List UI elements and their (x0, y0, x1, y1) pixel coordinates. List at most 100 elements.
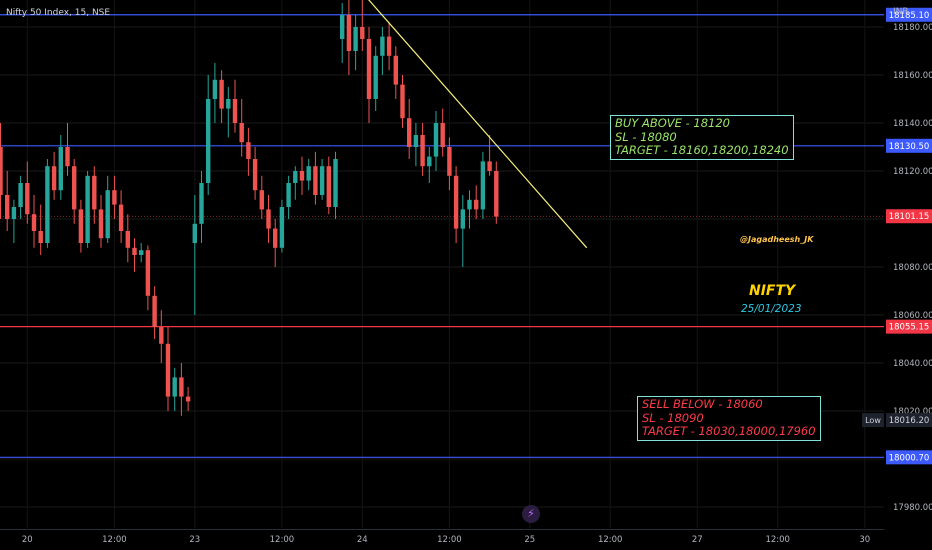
candle-body (105, 190, 110, 239)
x-tick-label: 23 (189, 535, 200, 545)
level-price-label: 18055.15 (889, 323, 930, 333)
candle-body (447, 147, 452, 176)
candle-body (25, 183, 30, 215)
candle-body (380, 36, 385, 56)
candle-body (427, 156, 432, 167)
candle-body (259, 190, 264, 210)
candle-body (239, 123, 244, 143)
candle-body (480, 161, 486, 210)
candle-body (172, 377, 177, 397)
candle-body (5, 195, 10, 219)
time-axis[interactable]: 20 12:00 23 12:00 24 12:00 25 12:00 27 12:00 30 (0, 529, 884, 546)
buy-above-text: BUY ABOVE - 18120 (615, 116, 730, 130)
x-tick-label: 24 (357, 535, 368, 545)
candle-body (306, 166, 311, 181)
candle-body (65, 147, 70, 167)
candle-body (494, 171, 499, 217)
candle-body (246, 142, 251, 159)
candle-body (206, 99, 211, 183)
candle-body (78, 209, 84, 243)
candle-body (145, 250, 151, 296)
y-tick-label: 18120.00 (893, 167, 932, 177)
candle-body (279, 207, 285, 248)
price-axis[interactable]: 17960.0017980.0018000.0018020.0018040.00… (862, 0, 932, 550)
sell-target-text: TARGET - 18030,18000,17960 (642, 424, 816, 438)
candle-body (179, 377, 184, 397)
candle-body (467, 199, 472, 210)
y-tick-label: 18080.00 (893, 263, 932, 273)
candle-body (453, 175, 459, 229)
candle-body (125, 231, 130, 248)
candle-body (192, 223, 197, 243)
candle-body (139, 250, 144, 255)
candle-body (286, 183, 291, 207)
nifty-title: NIFTY (749, 283, 796, 299)
y-tick-label: 18140.00 (893, 119, 932, 129)
candle-body (393, 55, 398, 85)
candle-body (58, 147, 63, 191)
x-tick-label: 12:00 (102, 535, 127, 545)
x-tick-label: 20 (22, 535, 33, 545)
candle-body (400, 84, 405, 119)
candle-body (219, 79, 224, 109)
x-tick-label: 12:00 (765, 535, 790, 545)
buy-target-text: TARGET - 18160,18200,18240 (615, 143, 789, 157)
candle-body (373, 55, 378, 99)
candle-body (252, 159, 258, 191)
currency-label: INR (893, 7, 909, 17)
candle-body (118, 204, 124, 231)
candle-body (313, 166, 318, 195)
buy-sl-text: SL - 18080 (615, 129, 677, 144)
candles (0, 0, 499, 416)
candle-body (346, 15, 352, 51)
low-tag (862, 413, 884, 428)
candle-body (45, 166, 50, 243)
candle-body (326, 166, 331, 207)
candle-body (72, 166, 77, 210)
level-price-tag (886, 450, 932, 465)
nifty-date: 25/01/2023 (741, 303, 802, 315)
y-tick-label: 18020.00 (893, 407, 932, 417)
low-price-tag (886, 413, 932, 428)
level-price-label: 18185.10 (889, 11, 930, 21)
x-tick-label: 30 (859, 535, 870, 545)
candle-body (112, 190, 117, 205)
candle-body (92, 175, 97, 210)
candle-body (413, 135, 419, 147)
symbol-title: Nifty 50 Index, 15, NSE (6, 8, 111, 18)
current-price-label: 18101.15 (889, 212, 930, 222)
candle-body (360, 27, 365, 39)
horizontal-levels (0, 14, 884, 458)
candle-body (299, 171, 305, 181)
level-price-label: 18000.70 (889, 453, 930, 463)
candle-body (340, 15, 345, 39)
candle-body (474, 199, 479, 210)
candle-body (433, 123, 439, 157)
x-tick-label: 25 (524, 535, 535, 545)
candle-body (353, 27, 358, 51)
candle-body (159, 327, 164, 344)
candle-body (386, 36, 392, 56)
candle-body (407, 118, 412, 147)
sell-sl-text: SL - 18090 (642, 410, 704, 425)
level-price-tag (886, 7, 932, 22)
candle-body (293, 171, 298, 183)
candle-body (232, 99, 238, 123)
y-tick-label: 18180.00 (893, 23, 932, 33)
x-tick-label: 12:00 (270, 535, 295, 545)
candle-body (31, 214, 37, 231)
y-tick-label: 17980.00 (893, 503, 932, 513)
candle-body (420, 135, 425, 167)
candle-body (98, 209, 104, 239)
candle-body (132, 247, 137, 255)
lightning-icon[interactable]: ⚡ (522, 505, 540, 523)
candle-body (0, 147, 3, 195)
candle-body (51, 166, 57, 191)
candle-body (366, 39, 372, 99)
candle-body (266, 209, 271, 229)
descending-trendline[interactable] (361, 0, 588, 249)
candle-body (18, 183, 23, 207)
x-tick-label: 12:00 (437, 535, 462, 545)
level-price-label: 18130.50 (889, 142, 930, 152)
